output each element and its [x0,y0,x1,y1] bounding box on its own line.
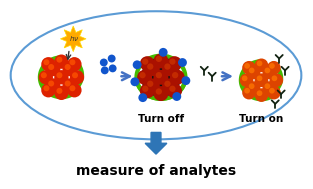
Circle shape [242,75,248,81]
Circle shape [140,56,155,71]
Text: Turn off: Turn off [138,114,184,124]
Circle shape [269,63,275,69]
Circle shape [138,93,147,102]
Circle shape [44,85,49,91]
Circle shape [44,59,49,65]
Circle shape [156,56,162,62]
FancyArrow shape [145,132,167,154]
Text: measure of analytes: measure of analytes [76,164,236,178]
Circle shape [249,68,254,73]
Circle shape [263,66,276,79]
Circle shape [153,70,168,85]
Circle shape [162,61,177,76]
Circle shape [240,73,253,87]
Circle shape [70,70,84,84]
Circle shape [269,73,283,87]
Circle shape [141,57,181,97]
Circle shape [242,86,256,99]
Circle shape [145,61,160,76]
Circle shape [156,72,162,78]
Circle shape [139,72,146,78]
Circle shape [133,60,141,69]
Circle shape [257,75,262,81]
Circle shape [46,78,60,93]
Circle shape [100,59,108,66]
Circle shape [48,81,54,87]
Polygon shape [60,26,86,52]
Circle shape [254,88,268,102]
Circle shape [39,70,53,84]
Circle shape [101,66,109,74]
Circle shape [56,88,62,94]
Circle shape [131,77,139,86]
Circle shape [63,62,77,76]
Circle shape [257,90,262,96]
Circle shape [257,60,262,66]
Circle shape [48,64,54,70]
Circle shape [172,72,178,78]
Circle shape [172,92,181,101]
Circle shape [142,58,148,65]
Circle shape [272,75,277,81]
Circle shape [153,86,168,101]
Circle shape [247,66,260,79]
Circle shape [170,70,185,85]
Circle shape [167,56,182,71]
Circle shape [159,48,168,57]
Circle shape [254,58,268,72]
Circle shape [178,58,187,67]
Circle shape [182,76,190,85]
Circle shape [269,88,275,94]
Circle shape [267,61,281,75]
Circle shape [264,83,270,89]
Circle shape [54,70,69,84]
Circle shape [54,86,69,100]
Circle shape [164,64,171,70]
Circle shape [242,61,256,75]
Circle shape [67,57,82,71]
Text: Turn on: Turn on [239,114,284,124]
Circle shape [247,81,260,95]
Circle shape [41,83,56,97]
Circle shape [156,88,162,95]
Circle shape [244,88,250,94]
Circle shape [264,68,270,73]
Circle shape [69,85,75,91]
Circle shape [263,81,276,95]
Circle shape [244,63,250,69]
Circle shape [69,59,75,65]
Circle shape [54,54,69,69]
Circle shape [249,83,254,89]
Circle shape [41,57,56,71]
Circle shape [67,83,82,97]
Circle shape [65,64,71,70]
Circle shape [147,64,153,70]
Circle shape [142,86,148,92]
Circle shape [65,81,71,87]
Circle shape [140,83,155,98]
Circle shape [41,72,47,78]
Circle shape [164,81,171,87]
Circle shape [147,81,153,87]
Circle shape [109,64,117,72]
Circle shape [56,72,62,78]
Circle shape [137,70,152,85]
Circle shape [162,78,177,93]
Circle shape [145,78,160,93]
Circle shape [153,53,168,68]
Circle shape [46,62,60,76]
Circle shape [267,86,281,99]
Circle shape [254,73,268,87]
Circle shape [63,78,77,93]
Circle shape [56,57,62,63]
Circle shape [169,58,176,65]
Circle shape [167,83,182,98]
Circle shape [72,72,78,78]
Text: $h\nu$: $h\nu$ [69,34,79,43]
Circle shape [169,86,176,92]
Circle shape [108,55,115,63]
